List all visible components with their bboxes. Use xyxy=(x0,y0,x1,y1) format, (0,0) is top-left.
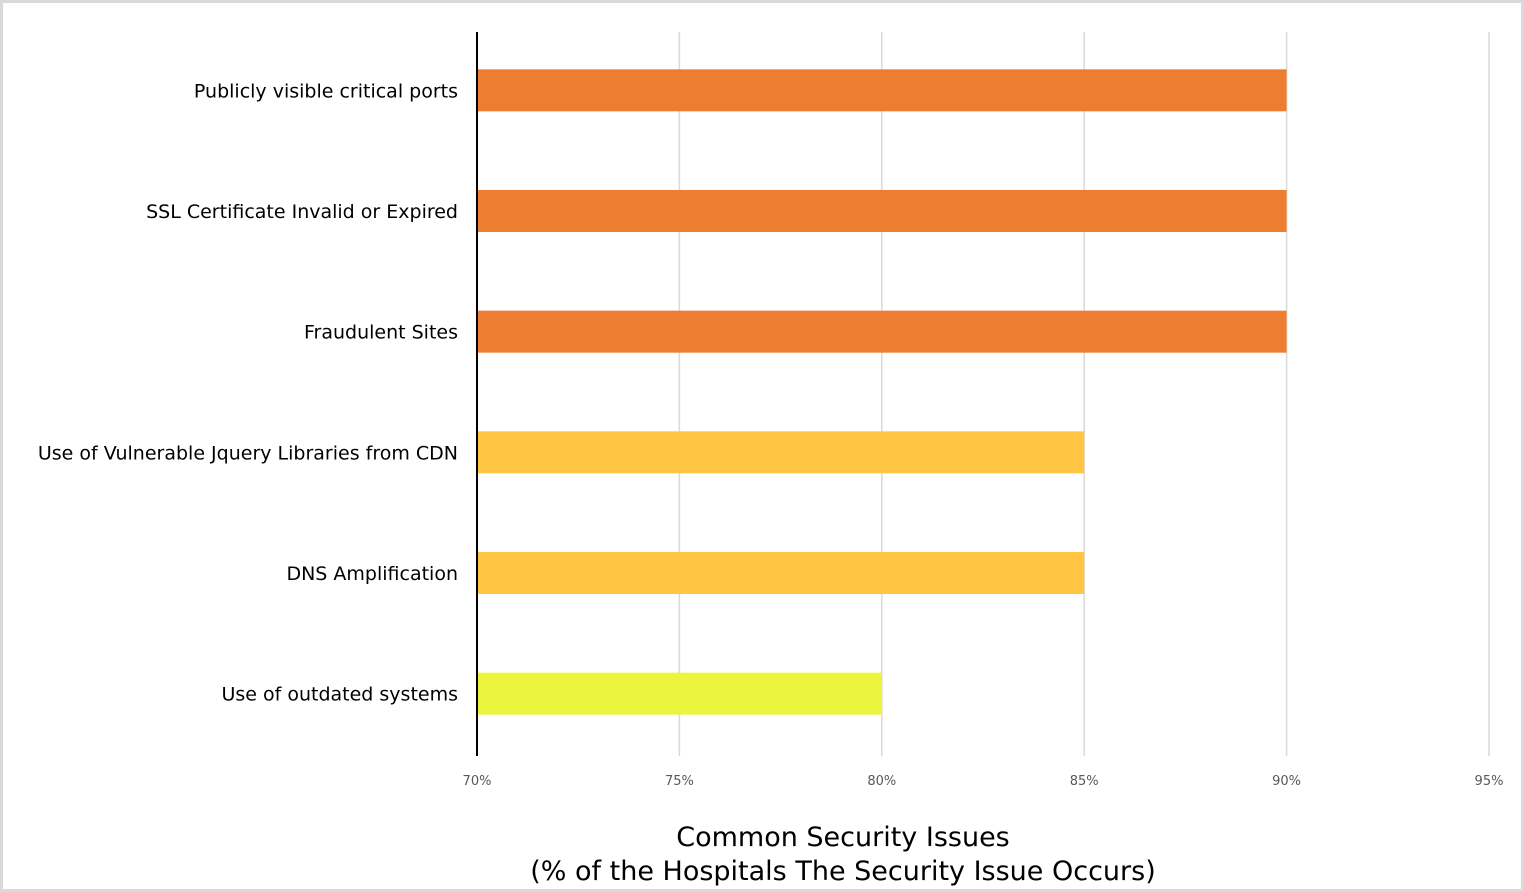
bar xyxy=(477,310,1287,353)
x-tick-label: 70% xyxy=(463,774,492,789)
bar xyxy=(477,69,1287,112)
category-label: Use of Vulnerable Jquery Libraries from … xyxy=(38,442,458,464)
x-tick-label: 75% xyxy=(665,774,694,789)
bar xyxy=(477,431,1085,474)
bar xyxy=(477,672,882,715)
bar xyxy=(477,552,1085,594)
chart-title: Common Security Issues xyxy=(676,822,1010,853)
x-tick-label: 90% xyxy=(1272,774,1301,789)
chart-subtitle: (% of the Hospitals The Security Issue O… xyxy=(530,856,1156,887)
category-label: Use of outdated systems xyxy=(221,684,458,706)
bar xyxy=(477,190,1287,232)
category-label: DNS Amplification xyxy=(286,563,458,585)
x-tick-label: 85% xyxy=(1070,774,1099,789)
category-label: Fraudulent Sites xyxy=(304,322,458,344)
x-tick-label: 95% xyxy=(1475,774,1504,789)
category-label: Publicly visible critical ports xyxy=(194,80,458,102)
category-label: SSL Certificate Invalid or Expired xyxy=(146,201,458,223)
x-tick-label: 80% xyxy=(867,774,896,789)
